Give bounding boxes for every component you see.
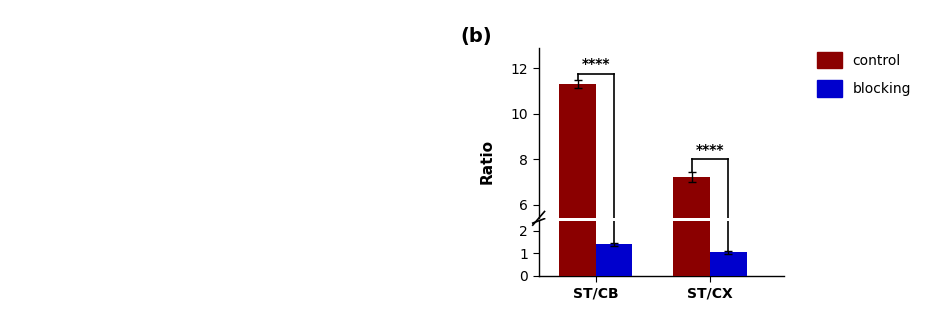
Bar xyxy=(595,244,632,276)
Bar xyxy=(709,252,746,276)
Bar xyxy=(595,309,632,317)
Bar xyxy=(559,84,595,317)
Legend: control, blocking: control, blocking xyxy=(810,46,916,102)
Text: ****: **** xyxy=(695,143,723,157)
Text: Ratio: Ratio xyxy=(479,139,494,184)
Bar xyxy=(673,177,709,317)
Text: ****: **** xyxy=(581,57,610,71)
Bar xyxy=(559,23,595,276)
Bar xyxy=(673,114,709,276)
Text: (b): (b) xyxy=(460,27,491,46)
